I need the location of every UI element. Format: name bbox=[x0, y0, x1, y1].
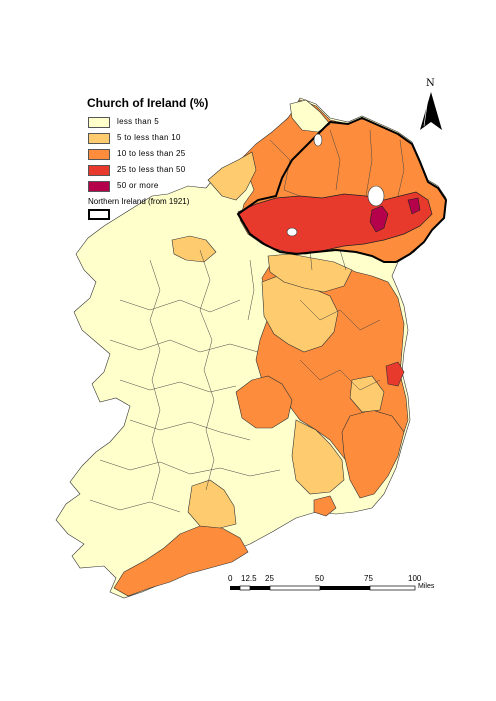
region-sligo-5-10 bbox=[171, 235, 217, 263]
lough-foyle bbox=[313, 133, 323, 147]
region-south-spot-10-25 bbox=[313, 495, 337, 517]
scale-tick-25: 25 bbox=[265, 574, 274, 583]
region-cavan-5-10 bbox=[267, 253, 353, 293]
region-wexford-10-25 bbox=[341, 409, 405, 499]
region-dublin-25-50 bbox=[385, 361, 405, 387]
northern-ireland-border bbox=[236, 116, 448, 263]
scale-tick-50: 50 bbox=[315, 574, 324, 583]
legend-swatch bbox=[88, 117, 110, 128]
legend-label: 5 to less than 10 bbox=[117, 133, 181, 142]
region-cork-10-25 bbox=[113, 525, 249, 597]
legend-label: 25 to less than 50 bbox=[117, 165, 186, 174]
northern-ireland-legend-label: Northern Ireland (from 1921) bbox=[88, 197, 190, 206]
scale-tick-0: 0 bbox=[228, 574, 233, 583]
lough-neagh bbox=[367, 185, 385, 207]
legend-label: less than 5 bbox=[117, 117, 159, 126]
district-boundaries bbox=[89, 129, 405, 513]
region-50-or-more-east bbox=[407, 197, 421, 215]
legend-title: Church of Ireland (%) bbox=[87, 96, 209, 110]
north-label: N bbox=[426, 78, 435, 89]
region-kilkenny-5-10 bbox=[291, 419, 345, 495]
scale-unit: Miles bbox=[418, 583, 435, 590]
scale-tick-12-5: 12.5 bbox=[241, 574, 257, 583]
legend-label: 50 or more bbox=[117, 181, 159, 190]
scale-bar bbox=[230, 585, 416, 591]
region-50-or-more bbox=[369, 205, 389, 233]
legend-label: 10 to less than 25 bbox=[117, 149, 186, 158]
scale-tick-100: 100 bbox=[408, 574, 422, 583]
northern-ireland-legend-swatch bbox=[88, 209, 110, 220]
north-arrow-icon bbox=[420, 92, 442, 130]
scale-tick-75: 75 bbox=[364, 574, 373, 583]
legend-swatch bbox=[88, 181, 110, 192]
legend-swatch bbox=[88, 165, 110, 176]
region-west-midlands-10-25 bbox=[235, 375, 293, 429]
region-wicklow-5-10 bbox=[349, 375, 385, 413]
region-donegal-west bbox=[207, 151, 257, 201]
legend-swatch bbox=[88, 149, 110, 160]
region-cork-5-10 bbox=[187, 479, 237, 529]
lough-erne bbox=[286, 227, 298, 237]
legend-swatch bbox=[88, 133, 110, 144]
